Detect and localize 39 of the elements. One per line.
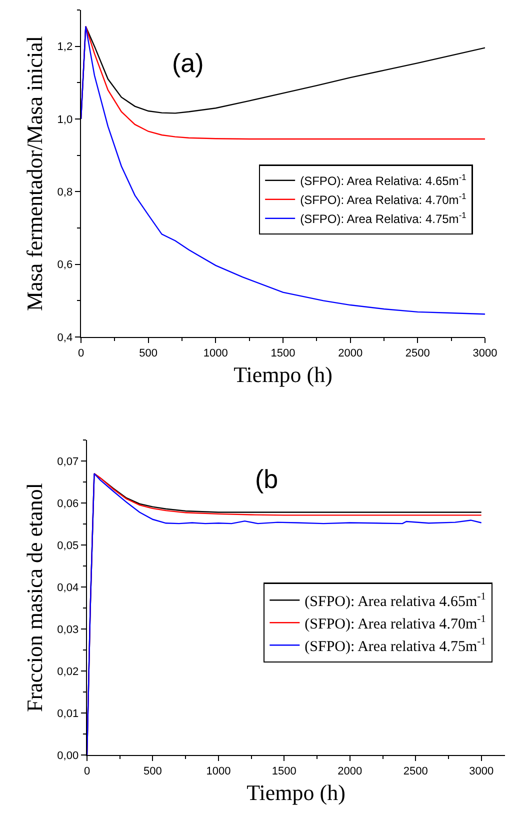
x-tick-label: 1000 — [206, 765, 231, 778]
y-tick-label: 0,03 — [57, 624, 79, 636]
legend-label: (SFPO): Area Relativa: 4.75m$^{-1}$ — [300, 210, 467, 226]
y-tick-label: 0,4 — [57, 332, 73, 344]
x-tick-label: 1500 — [270, 347, 296, 360]
legend-label: (SFPO): Area relativa 4.75m$^{-1}$ — [304, 636, 486, 655]
x-tick-label: 2500 — [403, 765, 428, 778]
x-tick-label: 2500 — [405, 347, 430, 360]
x-tick-label: 0 — [78, 347, 84, 360]
x-tick-label: 2000 — [338, 347, 363, 360]
legend-label: (SFPO): Area relativa 4.65m$^{-1}$ — [304, 592, 486, 610]
x-tick-label: 2000 — [338, 765, 362, 778]
y-axis-title: Fraccion masica de etanol — [22, 482, 48, 712]
legend-label: (SFPO): Area Relativa: 4.65m$^{-1}$ — [300, 172, 467, 188]
x-tick-label: 3000 — [472, 347, 498, 360]
y-tick-label: 0,8 — [57, 186, 73, 199]
x-tick-label: 1000 — [203, 347, 228, 360]
x-tick-label: 1500 — [272, 765, 296, 778]
y-tick-label: 0,6 — [57, 259, 73, 272]
legend-label: (SFPO): Area Relativa: 4.70m$^{-1}$ — [300, 191, 467, 208]
annotation: (b — [255, 464, 278, 494]
x-axis-title: Tiempo (h) — [246, 780, 346, 806]
y-axis-title: Masa fermentador/Masa inicial — [22, 36, 48, 311]
y-tick-label: 0,07 — [57, 456, 79, 468]
y-tick-label: 0,00 — [57, 750, 79, 762]
annotation: (a) — [172, 48, 204, 78]
y-tick-label: 1,2 — [57, 41, 73, 54]
y-tick-label: 0,05 — [57, 540, 79, 552]
y-tick-label: 1,0 — [57, 114, 73, 126]
y-tick-label: 0,06 — [57, 498, 79, 510]
x-axis-title: Tiempo (h) — [234, 362, 332, 388]
legend-label: (SFPO): Area relativa 4.70m$^{-1}$ — [304, 614, 486, 632]
y-tick-label: 0,02 — [57, 666, 79, 678]
y-tick-label: 0,04 — [57, 582, 79, 594]
y-tick-label: 0,01 — [57, 708, 79, 720]
x-tick-label: 500 — [139, 347, 158, 360]
x-tick-label: 500 — [144, 765, 162, 778]
x-tick-label: 3000 — [469, 765, 494, 778]
x-tick-label: 0 — [84, 765, 90, 778]
